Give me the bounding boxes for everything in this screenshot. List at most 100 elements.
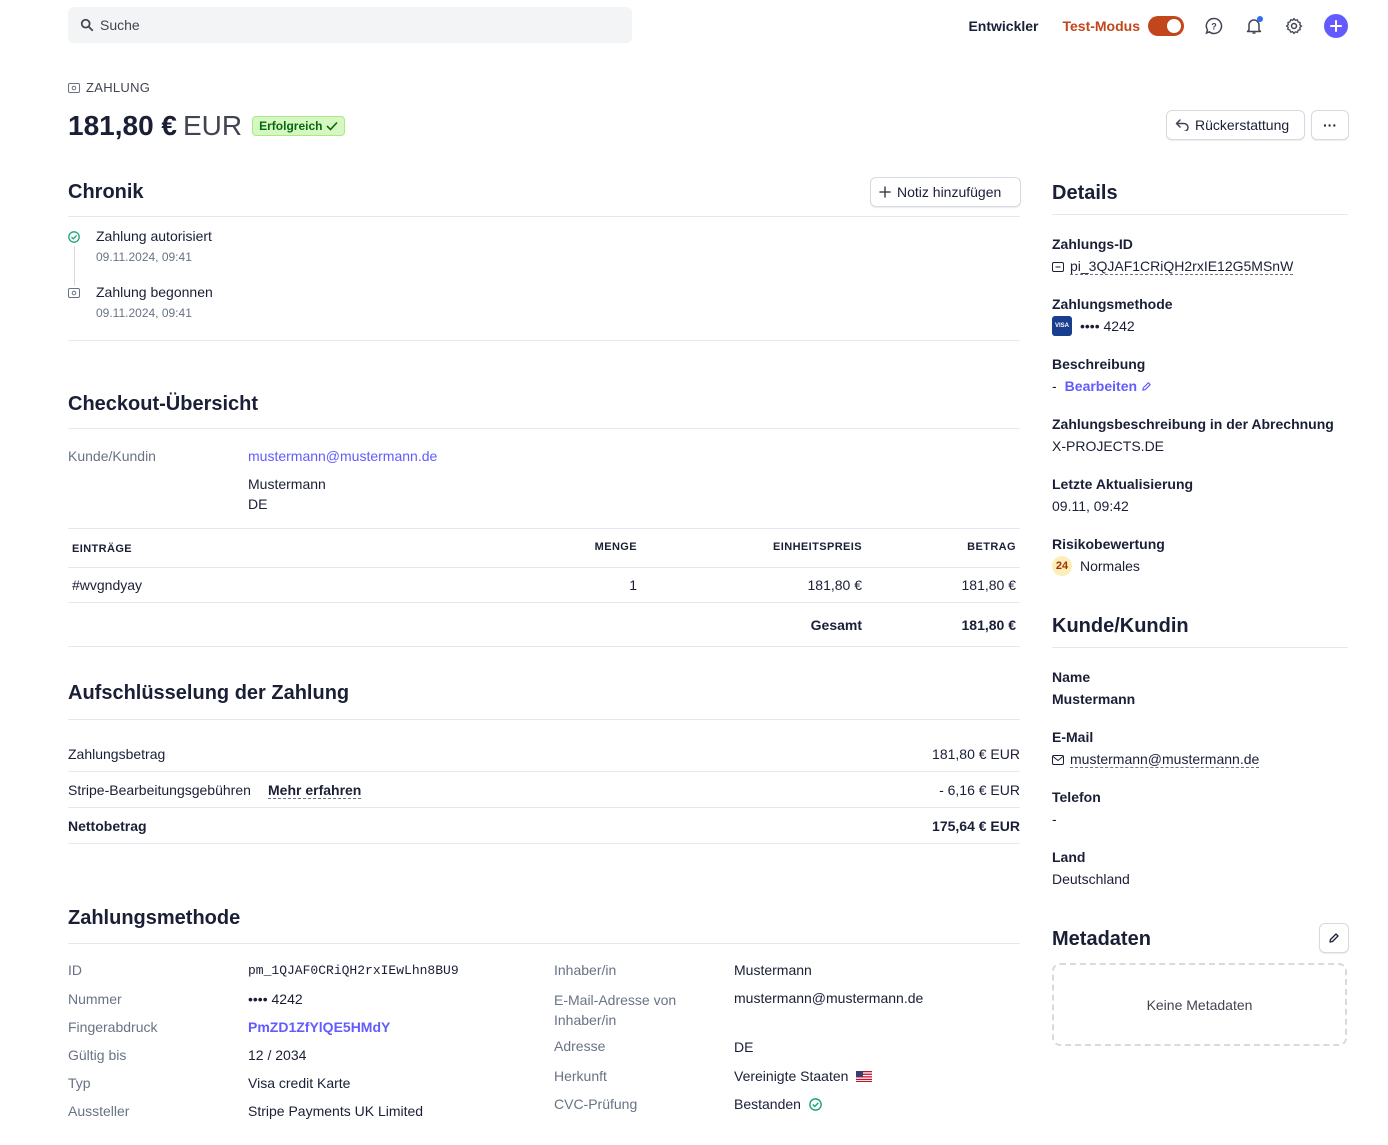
customer-country-value: Deutschland — [1052, 871, 1130, 887]
pm-expiry-label: Gültig bis — [68, 1047, 127, 1063]
object-kind: ZAHLUNG — [68, 80, 150, 95]
fees-learn-more-label: Mehr erfahren — [268, 782, 362, 799]
breakdown-title: Aufschlüsselung der Zahlung — [68, 682, 350, 704]
payment-icon — [68, 82, 80, 93]
details-method-label: Zahlungsmethode — [1052, 296, 1173, 312]
status-badge-label: Erfolgreich — [259, 119, 323, 133]
customer-phone-label: Telefon — [1052, 789, 1101, 805]
checkout-title: Checkout-Übersicht — [68, 393, 259, 415]
updated-value: 09.11, 09:42 — [1052, 498, 1129, 514]
payment-amount: 181,80 € — [68, 110, 177, 141]
divider — [68, 807, 1020, 808]
pm-fingerprint-label: Fingerabdruck — [68, 1019, 158, 1035]
notifications-bell-icon[interactable] — [1244, 16, 1264, 36]
divider — [1052, 214, 1348, 215]
payment-currency: EUR — [183, 110, 243, 141]
add-note-button[interactable]: Notiz hinzufügen — [870, 177, 1021, 207]
details-method-row: VISA •••• 4242 — [1052, 316, 1135, 336]
test-mode-label: Test-Modus — [1062, 18, 1140, 34]
customer-name-link[interactable]: Mustermann — [1052, 691, 1136, 707]
pm-holder-email-value: mustermann@mustermann.de — [734, 990, 924, 1006]
customer-email-value[interactable]: mustermann@mustermann.de — [1070, 751, 1260, 768]
column-header-qty: MENGE — [594, 541, 637, 553]
timeline-title: Chronik — [68, 181, 144, 203]
column-header-amount: BETRAG — [967, 541, 1016, 553]
mail-icon — [1052, 754, 1064, 765]
search-icon — [80, 18, 94, 32]
divider — [68, 719, 1020, 720]
notification-dot — [1257, 16, 1263, 22]
more-icon: ··· — [1323, 117, 1337, 133]
fees-label: Stripe-Bearbeitungsgebühren — [68, 782, 251, 798]
test-mode-toggle[interactable] — [1148, 16, 1184, 36]
settings-gear-icon[interactable] — [1284, 16, 1304, 36]
divider — [68, 428, 1020, 429]
pm-issuer-value: Stripe Payments UK Limited — [248, 1103, 424, 1119]
line-item-amount: 181,80 € — [961, 577, 1017, 593]
payment-method-title: Zahlungsmethode — [68, 907, 241, 929]
checkout-customer-label: Kunde/Kundin — [68, 448, 156, 464]
fees-learn-more-link[interactable]: Mehr erfahren — [268, 782, 362, 799]
success-check-icon — [809, 1097, 822, 1111]
metadata-title: Metadaten — [1052, 928, 1151, 950]
pm-holder-email-label: E-Mail-Adresse von Inhaber/in — [554, 992, 677, 1028]
divider — [68, 216, 1020, 217]
refund-button[interactable]: Rückerstattung — [1166, 110, 1305, 140]
us-flag-icon — [856, 1070, 873, 1082]
total-label: Gesamt — [810, 617, 862, 633]
metadata-empty-box: Keine Metadaten — [1052, 963, 1347, 1046]
edit-metadata-button[interactable] — [1319, 923, 1349, 953]
pm-number-value: •••• 4242 — [248, 991, 303, 1007]
risk-row: 24 Normales — [1052, 556, 1140, 576]
line-item-name: #wvgndyay — [72, 577, 143, 593]
developer-link[interactable]: Entwickler — [968, 18, 1039, 34]
payment-id-value[interactable]: pi_3QJAF1CRiQH2rxIE12G5MSnW — [1070, 258, 1294, 275]
help-icon[interactable]: ? — [1204, 16, 1224, 36]
timeline-event-title: Zahlung begonnen — [96, 284, 213, 300]
pm-cvc-value: Bestanden — [734, 1096, 822, 1112]
net-label: Nettobetrag — [68, 818, 147, 834]
refund-button-label: Rückerstattung — [1195, 117, 1290, 133]
pm-holder-label: Inhaber/in — [554, 962, 617, 978]
search-bar[interactable]: Suche — [68, 7, 632, 43]
more-actions-button[interactable]: ··· — [1311, 110, 1349, 140]
pm-fingerprint-link[interactable]: PmZD1ZfYlQE5HMdY — [248, 1019, 391, 1035]
timeline-event-date: 09.11.2024, 09:41 — [96, 250, 192, 264]
pm-origin-text: Vereinigte Staaten — [734, 1068, 849, 1084]
checkout-customer-name: Mustermann — [248, 476, 326, 492]
pm-expiry-value: 12 / 2034 — [248, 1047, 307, 1063]
pm-holder-value: Mustermann — [734, 962, 812, 978]
risk-value: Normales — [1080, 558, 1140, 574]
divider — [68, 340, 1020, 341]
pm-address-value: DE — [734, 1039, 754, 1055]
risk-score-badge: 24 — [1052, 556, 1072, 576]
divider — [68, 567, 1020, 568]
description-edit-link[interactable]: Bearbeiten — [1065, 378, 1152, 394]
pm-issuer-label: Aussteller — [68, 1103, 130, 1119]
customer-title: Kunde/Kundin — [1052, 615, 1189, 637]
pm-origin-label: Herkunft — [554, 1068, 607, 1084]
svg-text:?: ? — [1211, 22, 1217, 32]
pm-cvc-label: CVC-Prüfung — [554, 1096, 638, 1112]
divider — [68, 528, 1020, 529]
payment-icon — [1052, 261, 1064, 272]
divider — [68, 646, 1020, 647]
create-plus-button[interactable] — [1324, 14, 1348, 38]
pm-number-label: Nummer — [68, 991, 122, 1007]
status-badge: Erfolgreich — [252, 116, 346, 136]
customer-phone-value: - — [1052, 811, 1057, 827]
updated-label: Letzte Aktualisierung — [1052, 476, 1194, 492]
payment-id-label: Zahlungs-ID — [1052, 236, 1133, 252]
payment-amount-label: Zahlungsbetrag — [68, 746, 166, 762]
line-item-qty: 1 — [629, 577, 637, 593]
pm-cvc-text: Bestanden — [734, 1096, 801, 1112]
success-check-icon — [68, 231, 80, 243]
checkout-customer-email[interactable]: mustermann@mustermann.de — [248, 448, 438, 464]
pm-id-value: pm_1QJAF0CRiQH2rxIEwLhn8BU9 — [248, 963, 459, 978]
details-method-value: •••• 4242 — [1080, 318, 1135, 334]
description-dash: - — [1052, 378, 1057, 394]
payment-id-row: pi_3QJAF1CRiQH2rxIE12G5MSnW — [1052, 258, 1294, 275]
object-kind-label: ZAHLUNG — [86, 80, 151, 95]
description-row: - Bearbeiten — [1052, 378, 1152, 394]
customer-name-label: Name — [1052, 669, 1091, 685]
